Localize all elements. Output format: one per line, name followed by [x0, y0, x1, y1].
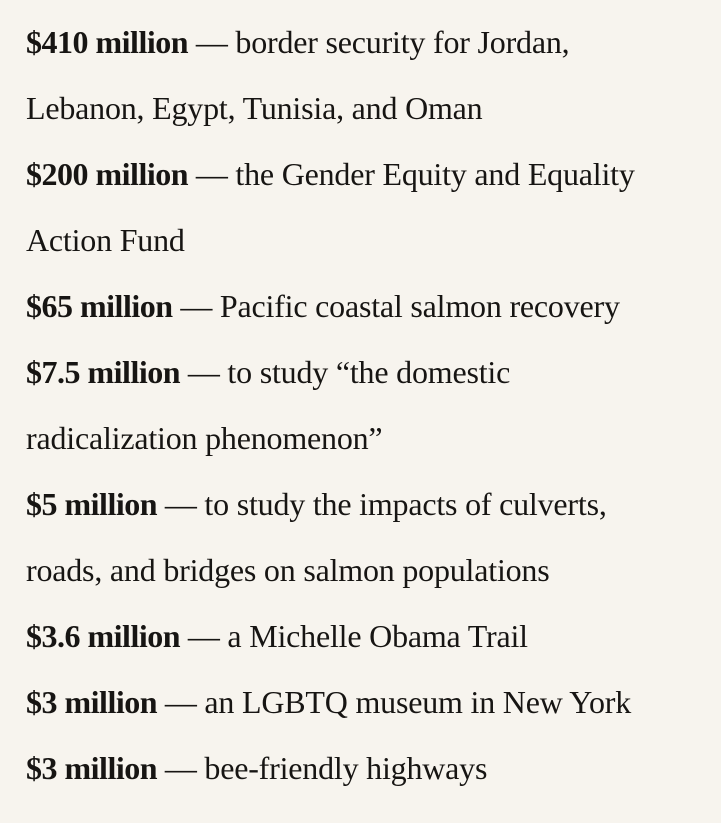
amount: $3 million [26, 750, 158, 786]
description: — a Michelle Obama Trail [180, 618, 528, 654]
item-line-continued: Lebanon, Egypt, Tunisia, and Oman [26, 90, 483, 126]
spending-item: $3 million — an LGBTQ museum in New York [26, 669, 703, 735]
spending-item: $7.5 million — to study “the domestic ra… [26, 339, 703, 471]
description: — to study the impacts of culverts, [157, 486, 607, 522]
amount: $3.6 million [26, 618, 181, 654]
description: — Pacific coastal salmon recovery [172, 288, 620, 324]
item-line-continued: radicalization phenomenon” [26, 420, 383, 456]
item-line: $7.5 million — to study “the domestic [26, 339, 703, 405]
item-line: $3 million — an LGBTQ museum in New York [26, 669, 703, 735]
amount: $5 million [26, 486, 158, 522]
description: — an LGBTQ museum in New York [157, 684, 632, 720]
description: — the Gender Equity and Equality [188, 156, 635, 192]
description: — border security for Jordan, [188, 24, 570, 60]
item-line-continued: roads, and bridges on salmon populations [26, 552, 550, 588]
spending-item: $3 million — bee-friendly highways [26, 735, 703, 801]
amount: $3 million [26, 684, 158, 720]
item-line: $200 million — the Gender Equity and Equ… [26, 141, 703, 207]
amount: $65 million [26, 288, 173, 324]
spending-item: $3.6 million — a Michelle Obama Trail [26, 603, 703, 669]
item-line: $410 million — border security for Jorda… [26, 9, 703, 75]
spending-item: $200 million — the Gender Equity and Equ… [26, 141, 703, 273]
amount: $200 million [26, 156, 189, 192]
item-line: $5 million — to study the impacts of cul… [26, 471, 703, 537]
spending-list: $410 million — border security for Jorda… [26, 9, 703, 801]
description: — bee-friendly highways [157, 750, 488, 786]
amount: $410 million [26, 24, 189, 60]
item-line: $65 million — Pacific coastal salmon rec… [26, 273, 703, 339]
amount: $7.5 million [26, 354, 181, 390]
item-line: $3 million — bee-friendly highways [26, 735, 703, 801]
description: — to study “the domestic [180, 354, 511, 390]
spending-item: $410 million — border security for Jorda… [26, 9, 703, 141]
item-line-continued: Action Fund [26, 222, 185, 258]
item-line: $3.6 million — a Michelle Obama Trail [26, 603, 703, 669]
spending-item: $65 million — Pacific coastal salmon rec… [26, 273, 703, 339]
spending-item: $5 million — to study the impacts of cul… [26, 471, 703, 603]
